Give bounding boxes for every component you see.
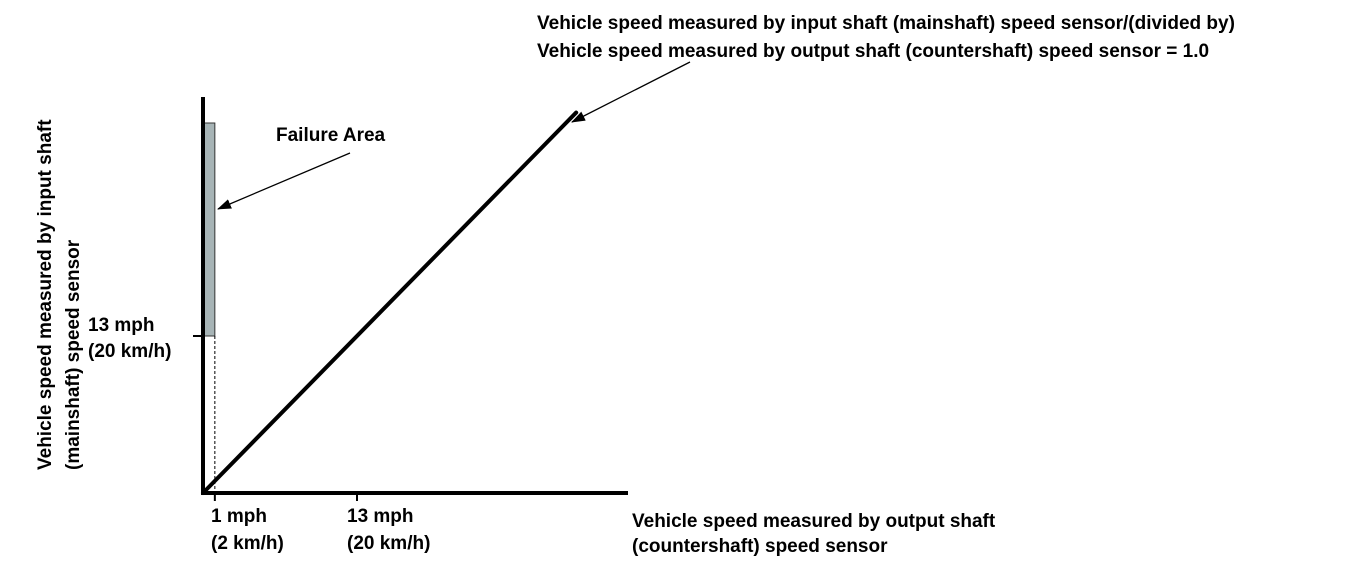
x-axis-title-line-2: (countershaft) speed sensor bbox=[632, 536, 888, 557]
y-axis-title-line-1: Vehicle speed measured by input shaft bbox=[35, 119, 56, 470]
y-tick-label-line-2: (20 km/h) bbox=[88, 341, 171, 362]
failure-area-label: Failure Area bbox=[276, 125, 386, 146]
x-tick-label-1-line-2: (2 km/h) bbox=[211, 533, 284, 554]
x-axis-title-line-1: Vehicle speed measured by output shaft bbox=[632, 511, 996, 532]
y-axis-title-line-2: (mainshaft) speed sensor bbox=[63, 239, 84, 470]
ratio-annotation-arrow bbox=[571, 61, 691, 123]
x-tick-label-1-line-1: 1 mph bbox=[211, 506, 267, 527]
y-axis-title: Vehicle speed measured by input shaft (m… bbox=[35, 119, 84, 470]
ratio-annotation-line-2: Vehicle speed measured by output shaft (… bbox=[537, 41, 1209, 62]
ratio-annotation-line-1: Vehicle speed measured by input shaft (m… bbox=[537, 13, 1235, 34]
ratio-line bbox=[201, 110, 579, 495]
y-tick-label-line-1: 13 mph bbox=[88, 315, 155, 336]
failure-area-arrow bbox=[217, 152, 351, 210]
x-tick-marks bbox=[213, 493, 358, 501]
x-tick-label-2-line-2: (20 km/h) bbox=[347, 533, 430, 554]
x-tick-label-2-line-1: 13 mph bbox=[347, 506, 414, 527]
